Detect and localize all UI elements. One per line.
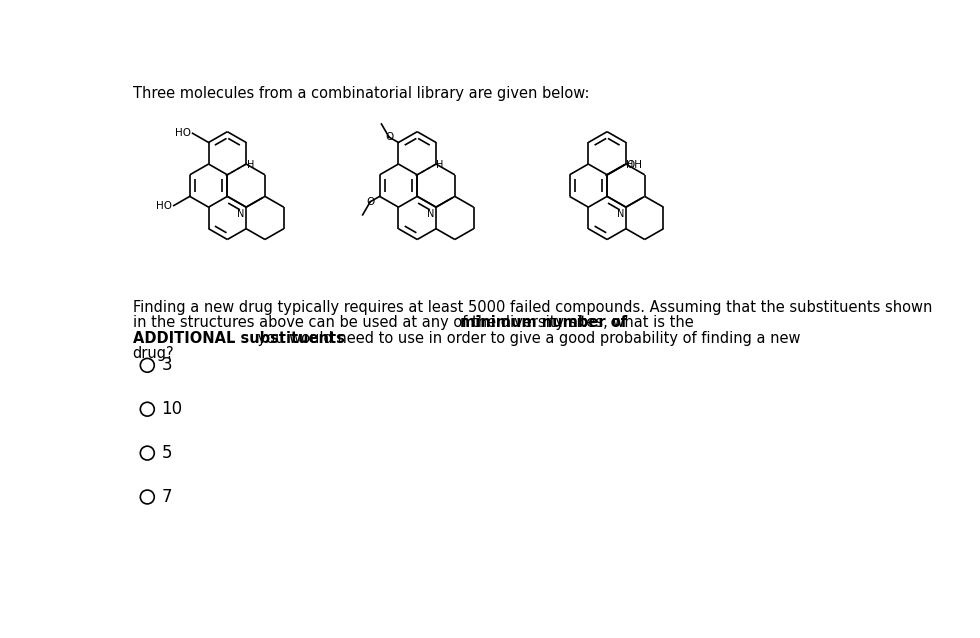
Text: H: H	[247, 160, 254, 170]
Text: you would need to use in order to give a good probability of finding a new: you would need to use in order to give a…	[254, 330, 801, 346]
Text: 5: 5	[162, 444, 172, 462]
Text: N: N	[427, 209, 434, 219]
Text: Finding a new drug typically requires at least 5000 failed compounds. Assuming t: Finding a new drug typically requires at…	[132, 300, 932, 315]
Text: drug?: drug?	[132, 346, 174, 361]
Text: ADDITIONAL substituents: ADDITIONAL substituents	[132, 330, 344, 346]
Text: H: H	[626, 160, 634, 170]
Text: 10: 10	[162, 400, 182, 418]
Text: Three molecules from a combinatorial library are given below:: Three molecules from a combinatorial lib…	[132, 85, 589, 101]
Text: N: N	[237, 209, 245, 219]
Text: 7: 7	[162, 488, 172, 506]
Text: H: H	[436, 160, 444, 170]
Text: O: O	[385, 132, 393, 142]
Text: O: O	[367, 197, 374, 207]
Text: 3: 3	[162, 356, 172, 375]
Text: minimum number of: minimum number of	[460, 315, 627, 330]
Text: HO: HO	[156, 200, 172, 211]
Text: HO: HO	[175, 128, 191, 138]
Text: in the structures above can be used at any of the diversity sites, what is the: in the structures above can be used at a…	[132, 315, 698, 330]
Text: OH: OH	[626, 160, 642, 170]
Text: N: N	[617, 209, 624, 219]
